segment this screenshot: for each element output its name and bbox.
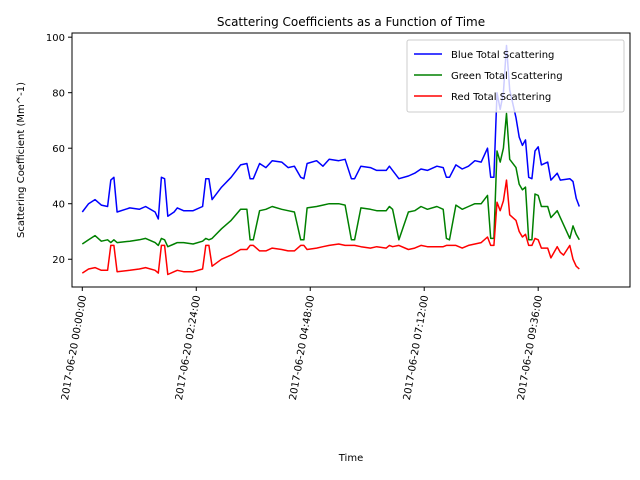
series-line-2 (81, 179, 580, 276)
x-tick-label: 2017-06-20 02:24:00 (174, 295, 203, 402)
x-tick-label: 2017-06-20 00:00:00 (60, 295, 89, 402)
legend-box (406, 39, 625, 113)
plot-lines (81, 44, 581, 276)
x-axis-ticks: 2017-06-20 00:00:00 2017-06-20 02:24:00 20… (60, 287, 545, 401)
y-tick-label: 60 (52, 144, 65, 155)
legend-label-0: Blue Total Scattering (451, 50, 554, 61)
x-tick-label: 2017-06-20 07:12:00 (402, 295, 431, 402)
chart-title: Scattering Coefficients as a Function of… (217, 15, 485, 29)
legend-label-1: Green Total Scattering (451, 71, 563, 82)
plot-frame (71, 32, 631, 288)
x-tick-label: 2017-06-20 09:36:00 (516, 295, 545, 402)
x-axis-label: Time (338, 453, 363, 464)
series-line-1 (81, 112, 580, 248)
legend: Blue Total Scattering Green Total Scatter… (406, 39, 625, 113)
legend-label-2: Red Total Scattering (451, 92, 551, 103)
y-axis-ticks: 20 40 60 80 100 (46, 33, 72, 266)
y-tick-label: 20 (52, 255, 65, 266)
y-axis-label: Scattering Coefficient (Mm^-1) (16, 82, 27, 238)
x-tick-label: 2017-06-20 04:48:00 (288, 295, 317, 402)
y-tick-label: 40 (52, 200, 65, 211)
y-tick-label: 100 (46, 33, 65, 44)
series-line-0 (81, 44, 581, 220)
y-tick-label: 80 (52, 89, 65, 100)
